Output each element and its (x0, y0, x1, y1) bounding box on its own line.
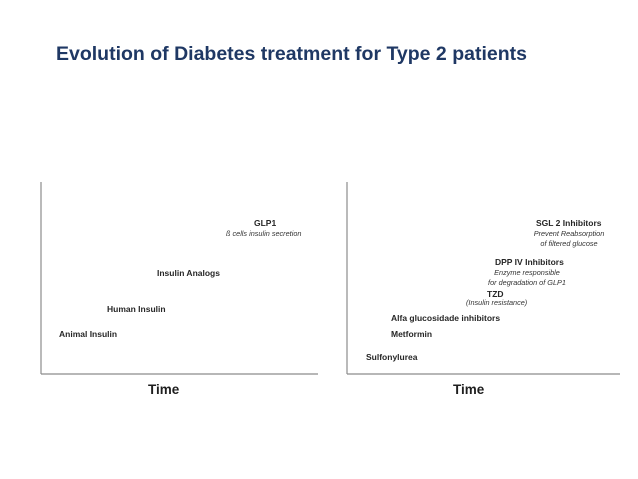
dpp4-inhibitors-label: DPP IV Inhibitors (495, 257, 564, 267)
dpp4-note-line-2: for degradation of GLP1 (488, 278, 566, 287)
tzd-label: TZD (487, 289, 504, 299)
sgl2-note-line-1: Prevent Reabsorption (533, 229, 605, 238)
dpp4-note: Enzyme responsible for degradation of GL… (478, 268, 576, 288)
sgl2-note-line-2: of filtered glucose (540, 239, 598, 248)
dpp4-note-line-1: Enzyme responsible (494, 268, 560, 277)
sgl2-inhibitors-label: SGL 2 Inhibitors (536, 218, 602, 228)
human-insulin-label: Human Insulin (107, 304, 166, 314)
sgl2-note: Prevent Reabsorption of filtered glucose (533, 229, 605, 249)
insulin-analogs-label: Insulin Analogs (157, 268, 220, 278)
right-axis (346, 182, 620, 375)
glp1-label: GLP1 (254, 218, 277, 228)
right-time-axis-label: Time (453, 382, 485, 397)
metformin-label: Metformin (391, 329, 433, 339)
animal-insulin-label: Animal Insulin (59, 329, 118, 339)
sulfonylurea-label: Sulfonylurea (366, 352, 418, 362)
left-time-axis-label: Time (148, 382, 180, 397)
glp1-note: ß cells insulin secretion (226, 229, 302, 238)
slide-title: Evolution of Diabetes treatment for Type… (56, 43, 527, 65)
left-axis (40, 182, 318, 375)
tzd-note: (Insulin resistance) (466, 298, 528, 307)
alfa-glucosidade-inhibitors-label: Alfa glucosidade inhibitors (391, 313, 501, 323)
